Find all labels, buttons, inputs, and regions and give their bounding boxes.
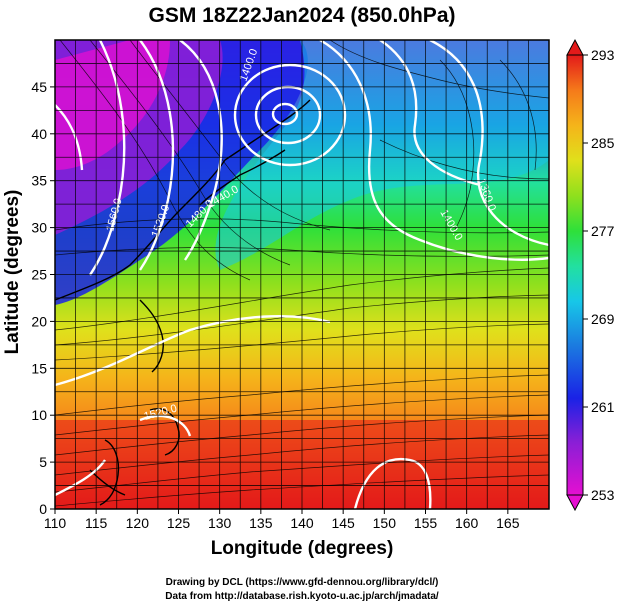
colorbar-scale <box>566 54 584 496</box>
y-tick-label: 15 <box>31 360 47 376</box>
coastlines <box>55 99 311 506</box>
colorbar-bottom-cap <box>566 494 584 512</box>
x-tick-label: 130 <box>208 515 232 531</box>
x-axis-label: Longitude (degrees) <box>211 538 394 559</box>
colorbar: 293 285 277 269 261 253 <box>566 38 615 512</box>
x-tick-label: 145 <box>331 515 355 531</box>
x-tick-label: 110 <box>44 515 67 531</box>
colorbar-tick-label: 253 <box>591 487 615 503</box>
x-tick-label: 120 <box>126 515 150 531</box>
x-tick-label: 125 <box>167 515 191 531</box>
coldest-region <box>55 40 170 170</box>
grid-lines <box>55 40 549 509</box>
colorbar-tick-label: 285 <box>591 135 615 151</box>
x-tick-label: 135 <box>249 515 273 531</box>
x-tick-label: 155 <box>414 515 438 531</box>
height-contours <box>55 40 549 509</box>
y-tick-label: 30 <box>31 220 47 236</box>
x-tick-label: 150 <box>373 515 397 531</box>
x-tick-label: 165 <box>496 515 520 531</box>
credit-drawing: Drawing by DCL (https://www.gfd-dennou.o… <box>166 577 439 588</box>
y-axis-label: Latitude (degrees) <box>2 190 23 355</box>
y-tick-label: 40 <box>31 126 47 142</box>
y-tick-label: 5 <box>39 454 47 470</box>
cool-band <box>215 40 549 270</box>
y-tick-label: 45 <box>31 79 47 95</box>
x-tick-label: 140 <box>290 515 314 531</box>
colorbar-tick-label: 261 <box>591 399 615 415</box>
x-tick-label: 160 <box>455 515 479 531</box>
credit-data: Data from http://database.rish.kyoto-u.a… <box>165 591 439 602</box>
colorbar-tick-label: 293 <box>591 47 615 63</box>
y-axis-ticks: 0 5 10 15 20 25 30 35 40 45 <box>31 79 55 517</box>
y-tick-label: 35 <box>31 173 47 189</box>
colorbar-tick-label: 277 <box>591 223 615 239</box>
y-tick-label: 25 <box>31 267 47 283</box>
plot-area: 1400.0 1440.0 1480.0 1520.0 1560.0 1400.… <box>55 40 549 509</box>
colorbar-top-cap <box>566 38 584 56</box>
y-tick-label: 20 <box>31 313 47 329</box>
x-axis-ticks: 110 115 120 125 130 135 140 145 150 155 160 165 <box>44 509 520 531</box>
colorbar-tick-label: 269 <box>591 311 615 327</box>
y-tick-label: 0 <box>39 501 47 517</box>
colorbar-ticks: 293 285 277 269 261 253 <box>583 47 615 503</box>
map-title: GSM 18Z22Jan2024 (850.0hPa) <box>148 4 455 27</box>
x-tick-label: 115 <box>85 515 108 531</box>
y-tick-label: 10 <box>31 407 47 423</box>
